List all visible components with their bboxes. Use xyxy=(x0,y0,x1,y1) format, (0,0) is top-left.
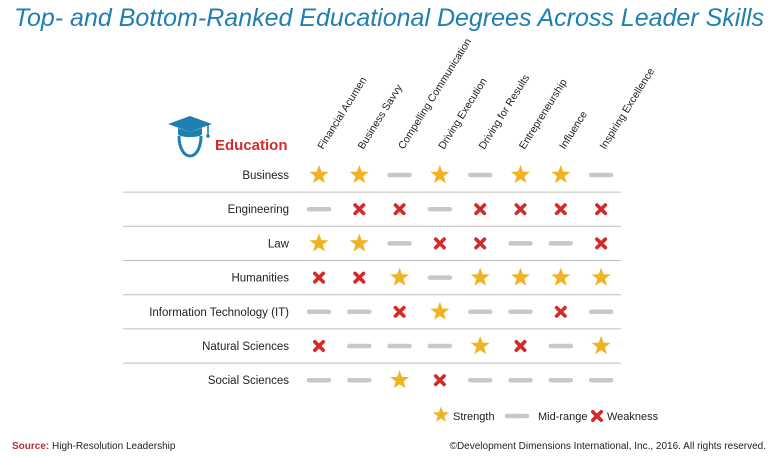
column-header-7: Inspiring Excellence xyxy=(597,66,657,152)
cell-strength-r3-c4 xyxy=(471,268,490,286)
legend-label-mid: Mid-range xyxy=(538,411,588,423)
cell-weakness-r1-c7 xyxy=(597,205,605,213)
cell-weakness-r5-c0 xyxy=(315,342,323,350)
cell-strength-r3-c6 xyxy=(551,268,570,286)
legend-strength-icon xyxy=(433,407,449,422)
row-label-3: Humanities xyxy=(231,273,289,285)
column-header-6: Influence xyxy=(557,109,590,152)
cell-strength-r5-c7 xyxy=(592,336,611,354)
row-label-6: Social Sciences xyxy=(208,375,289,387)
cell-weakness-r1-c1 xyxy=(355,205,363,213)
cell-strength-r2-c0 xyxy=(309,233,328,251)
face-outline xyxy=(179,136,201,156)
cell-weakness-r1-c6 xyxy=(557,205,565,213)
column-header-2: Compelling Communication xyxy=(396,36,474,151)
cell-weakness-r3-c0 xyxy=(315,273,323,281)
cell-weakness-r4-c6 xyxy=(557,308,565,316)
cell-weakness-r2-c3 xyxy=(436,239,444,247)
cell-strength-r3-c5 xyxy=(511,268,530,286)
cell-weakness-r1-c5 xyxy=(516,205,524,213)
row-label-4: Information Technology (IT) xyxy=(149,307,289,319)
graduate-cap-icon xyxy=(168,116,212,156)
cell-strength-r3-c2 xyxy=(390,268,409,286)
cap-tassel-end xyxy=(206,134,210,138)
legend-weakness-icon xyxy=(593,412,601,420)
cell-strength-r6-c2 xyxy=(390,370,409,388)
source-label: Source: xyxy=(12,441,49,452)
row-label-0: Business xyxy=(242,170,289,182)
legend-label-weakness: Weakness xyxy=(607,411,659,423)
row-label-2: Law xyxy=(268,238,290,250)
copyright-note: ©Development Dimensions International, I… xyxy=(450,441,766,452)
cell-strength-r0-c5 xyxy=(511,165,530,183)
cell-weakness-r1-c2 xyxy=(395,205,403,213)
source-text: High-Resolution Leadership xyxy=(52,441,175,452)
cell-weakness-r1-c4 xyxy=(476,205,484,213)
cell-weakness-r6-c3 xyxy=(436,376,444,384)
cell-weakness-r4-c2 xyxy=(395,308,403,316)
cell-strength-r0-c3 xyxy=(430,165,449,183)
cell-weakness-r3-c1 xyxy=(355,273,363,281)
cell-strength-r5-c4 xyxy=(471,336,490,354)
cell-weakness-r2-c4 xyxy=(476,239,484,247)
cell-weakness-r2-c7 xyxy=(597,239,605,247)
cell-strength-r0-c0 xyxy=(309,165,328,183)
legend-label-strength: Strength xyxy=(453,411,495,423)
cell-strength-r0-c6 xyxy=(551,165,570,183)
education-header: Education xyxy=(215,137,288,154)
cell-strength-r3-c7 xyxy=(592,268,611,286)
cap-board xyxy=(168,116,212,132)
cell-strength-r2-c1 xyxy=(350,233,369,251)
source-note: Source: High-Resolution Leadership xyxy=(12,441,175,452)
cell-strength-r4-c3 xyxy=(430,302,449,320)
row-label-1: Engineering xyxy=(228,204,289,216)
cell-strength-r0-c1 xyxy=(350,165,369,183)
cell-weakness-r5-c5 xyxy=(516,342,524,350)
row-label-5: Natural Sciences xyxy=(202,341,289,353)
